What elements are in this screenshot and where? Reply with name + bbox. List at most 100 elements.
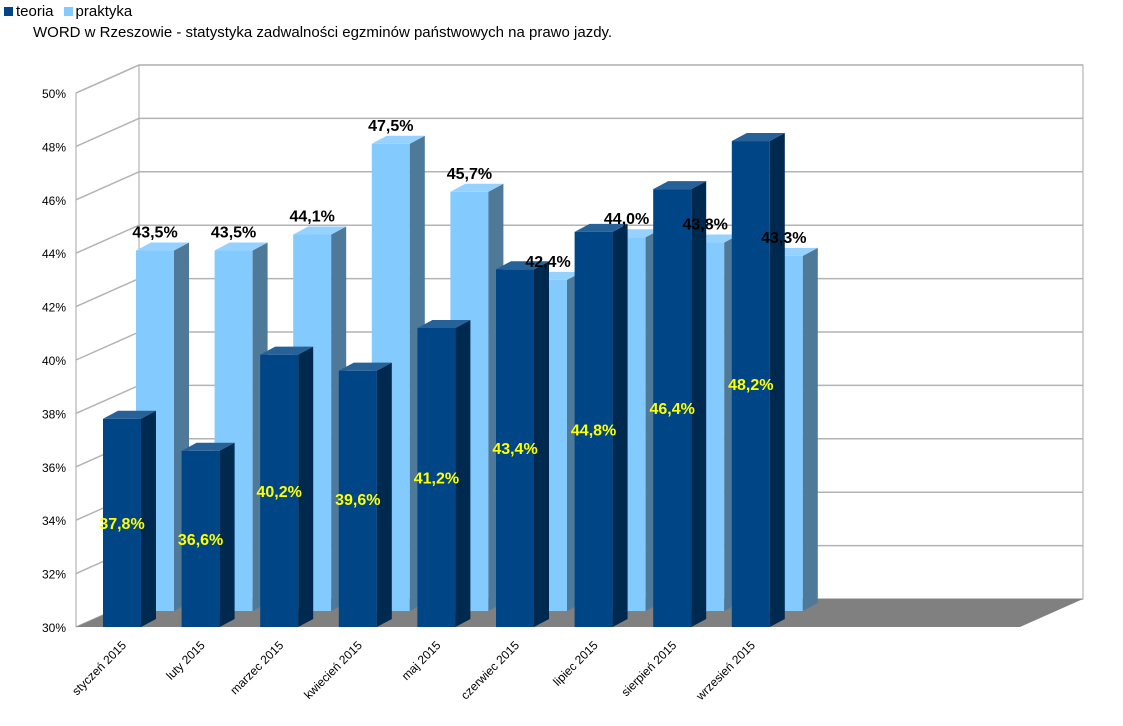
x-tick-label-0: styczeń 2015	[69, 638, 129, 698]
data-labels: 43,5% 43,5% 44,1% 47,5% 45,7% 42,4% 44,0% 43,8%…	[99, 118, 806, 549]
label-teoria-5: 43,4%	[492, 441, 537, 458]
bar-praktyka-2-top	[293, 226, 347, 235]
bar-teoria-1	[181, 442, 235, 627]
legend-label-teoria: teoria	[16, 3, 54, 20]
bar-teoria-2	[260, 346, 314, 627]
legend: teoria praktyka	[4, 3, 132, 20]
bar-teoria-4-side	[455, 319, 471, 627]
bar-teoria-2-side	[298, 346, 314, 627]
label-praktyka-8: 43,3%	[761, 230, 806, 247]
x-tick-label-5: czerwiec 2015	[458, 638, 522, 702]
bar-teoria-0-side	[141, 410, 156, 627]
bar-teoria-7-top	[653, 181, 707, 190]
bar-teoria-7	[653, 181, 707, 627]
bar-teoria-4-front	[417, 327, 456, 627]
legend-label-praktyka: praktyka	[75, 3, 133, 20]
bar-teoria-6	[574, 223, 628, 627]
label-teoria-1: 36,6%	[178, 532, 223, 549]
x-tick-label-3: kwiecień 2015	[301, 638, 365, 702]
bar-teoria-8-top	[731, 133, 785, 142]
bar-teoria-0-front	[103, 418, 141, 627]
label-praktyka-0: 43,5%	[132, 225, 177, 242]
chart-title: WORD w Rzeszowie - statystyka zadwalnośc…	[33, 24, 613, 41]
y-tick-label-10: 50%	[42, 87, 66, 101]
bar-teoria-7-side	[691, 181, 707, 627]
label-teoria-0: 37,8%	[99, 516, 144, 533]
x-tick-label-7: sierpień 2015	[618, 638, 679, 699]
bar-teoria-5-side	[534, 261, 549, 627]
bar-teoria-5-front	[496, 269, 534, 627]
label-teoria-3: 39,6%	[335, 492, 380, 509]
bar-teoria-8-side	[769, 133, 785, 627]
series-teoria	[103, 133, 785, 627]
label-praktyka-2: 44,1%	[290, 209, 335, 226]
gridline-side-10	[75, 64, 140, 94]
x-tick-label-4: maj 2015	[399, 638, 444, 683]
label-teoria-4: 41,2%	[414, 470, 459, 487]
gridline-side-5	[75, 331, 140, 361]
y-tick-label-2: 34%	[42, 514, 66, 528]
label-teoria-8: 48,2%	[728, 377, 773, 394]
bar-teoria-2-front	[260, 354, 299, 627]
bar-teoria-8	[731, 133, 785, 627]
label-praktyka-5: 42,4%	[525, 254, 570, 271]
y-tick-label-4: 38%	[42, 407, 66, 421]
x-tick-label-1: luty 2015	[163, 638, 208, 683]
gridline-side-4	[75, 384, 140, 415]
bar-praktyka-3-top	[371, 135, 425, 144]
y-tick-label-5: 40%	[42, 354, 66, 368]
label-praktyka-6: 44,0%	[604, 211, 649, 228]
gridline-side-7	[75, 224, 140, 254]
label-praktyka-1: 43,5%	[211, 225, 256, 242]
label-teoria-2: 40,2%	[257, 484, 302, 501]
x-tick-label-6: lipiec 2015	[550, 638, 601, 689]
x-axis-ticks: styczeń 2015 luty 2015 marzec 2015 kwiecień…	[69, 638, 758, 704]
y-tick-label-8: 46%	[42, 194, 66, 208]
bar-teoria-1-top	[181, 442, 235, 451]
y-tick-label-3: 36%	[42, 461, 66, 475]
bar-teoria-6-front	[574, 231, 613, 627]
bar-teoria-3	[338, 362, 392, 627]
x-tick-label-8: wrzesień 2015	[693, 638, 759, 704]
label-praktyka-7: 43,8%	[683, 217, 728, 234]
gridline-side-6	[75, 277, 140, 308]
gridline-side-9	[75, 117, 140, 148]
gridline-side-8	[75, 171, 140, 201]
bar-praktyka-1-top	[214, 242, 268, 251]
bar-teoria-4	[417, 319, 471, 627]
bar-teoria-4-top	[417, 319, 471, 328]
bar-teoria-8-front	[731, 141, 770, 627]
y-tick-label-1: 32%	[42, 568, 66, 582]
legend-item-teoria: teoria	[4, 3, 54, 20]
label-praktyka-3: 47,5%	[368, 118, 413, 135]
label-teoria-6: 44,8%	[571, 422, 616, 439]
bar-teoria-3-side	[376, 362, 392, 627]
bar-teoria-5	[496, 261, 549, 627]
bar-teoria-1-side	[219, 442, 235, 627]
y-tick-label-6: 42%	[42, 301, 66, 315]
y-tick-label-7: 44%	[42, 247, 66, 261]
legend-swatch-teoria	[4, 7, 13, 16]
label-teoria-7: 46,4%	[650, 401, 695, 418]
legend-swatch-praktyka	[63, 7, 73, 16]
bar-teoria-6-top	[574, 223, 628, 232]
y-tick-label-9: 48%	[42, 140, 66, 154]
bar-teoria-0-top	[103, 410, 156, 419]
y-tick-label-0: 30%	[42, 621, 66, 635]
bar-teoria-3-front	[338, 370, 377, 627]
legend-item-praktyka: praktyka	[63, 3, 133, 20]
y-axis-ticks: 30% 32% 34% 36% 38% 40% 42% 44% 46% 48% 50%	[42, 87, 66, 635]
bar-teoria-6-side	[612, 223, 628, 627]
bar-teoria-2-top	[260, 346, 314, 355]
bar-praktyka-0-top	[136, 242, 189, 251]
bar-teoria-5-top	[496, 261, 549, 270]
bar-teoria-7-front	[653, 189, 692, 627]
label-praktyka-4: 45,7%	[447, 166, 492, 183]
x-tick-label-2: marzec 2015	[227, 638, 286, 697]
bar-teoria-3-top	[338, 362, 392, 371]
bar-teoria-0	[103, 410, 156, 627]
bar-praktyka-4-top	[450, 183, 504, 192]
bar-teoria-1-front	[181, 450, 220, 627]
bar-praktyka-8-side	[802, 247, 818, 611]
